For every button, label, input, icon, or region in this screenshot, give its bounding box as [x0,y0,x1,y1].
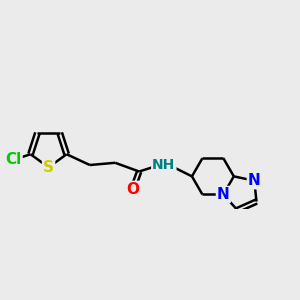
Text: N: N [217,187,230,202]
Text: Cl: Cl [5,152,22,167]
Text: NH: NH [152,158,175,172]
Text: N: N [248,173,261,188]
Text: S: S [43,160,54,175]
Text: O: O [126,182,139,197]
